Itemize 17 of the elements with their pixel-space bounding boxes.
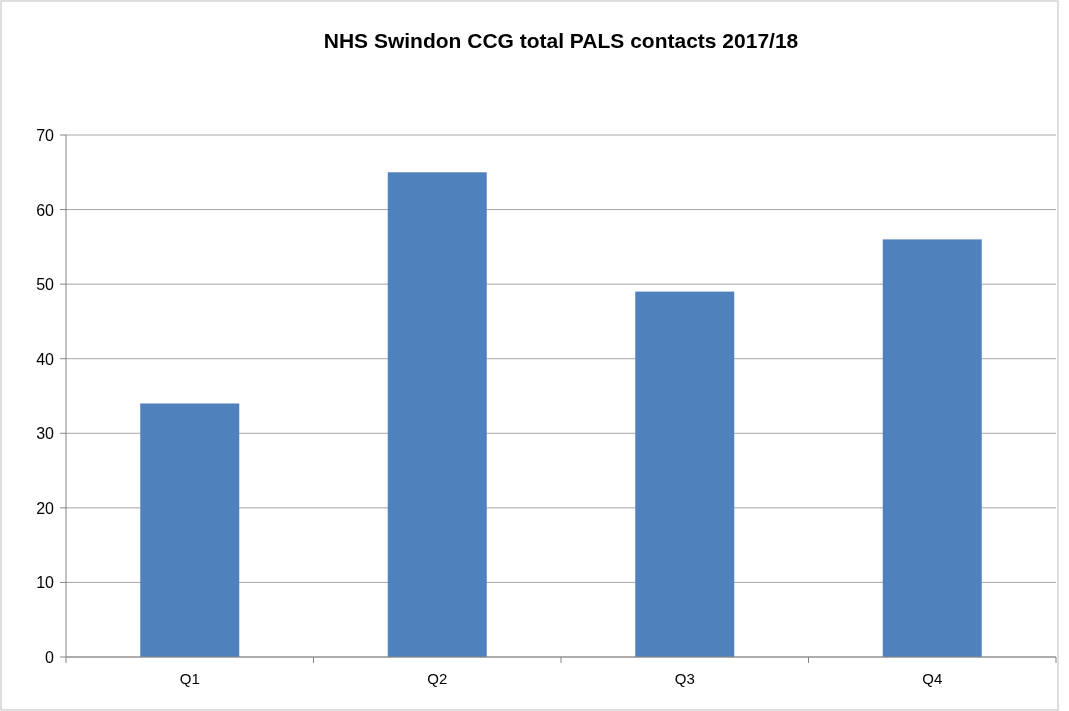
bar [140,403,240,657]
y-tick-label: 40 [36,350,55,368]
y-tick-label: 60 [36,201,55,219]
y-tick-label: 50 [36,276,55,294]
x-tick-label: Q1 [179,670,200,687]
bar [387,172,487,657]
x-tick-label: Q4 [922,670,943,687]
chart-title: NHS Swindon CCG total PALS contacts 2017/18 [323,29,799,52]
bar [635,291,735,657]
y-tick-label: 0 [45,649,55,666]
x-tick-label: Q2 [427,670,448,687]
bar [882,239,982,657]
x-tick-label: Q3 [674,670,695,687]
y-tick-label: 20 [36,499,55,517]
y-tick-label: 30 [36,425,55,443]
y-tick-label: 70 [36,127,55,144]
y-tick-label: 10 [36,574,55,592]
